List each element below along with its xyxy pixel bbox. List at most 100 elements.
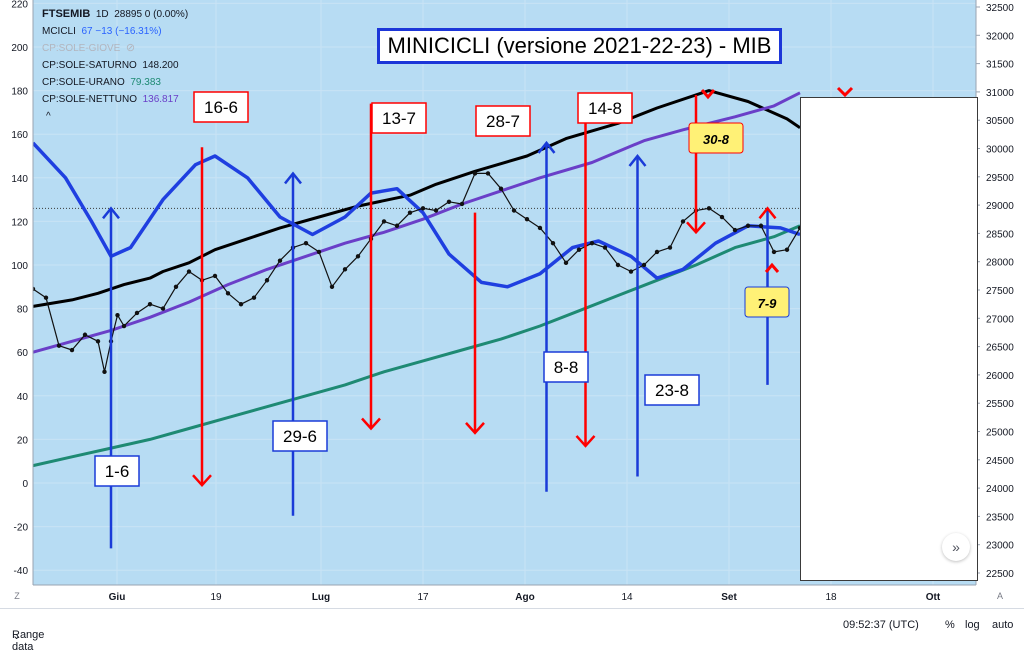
right-tick-label: 23000: [986, 541, 1014, 552]
legend-collapse-button[interactable]: ^: [46, 111, 51, 122]
right-tick-label: 26500: [986, 343, 1014, 354]
left-tick-label: 180: [11, 87, 28, 98]
cycle-low-label: 1-6: [105, 462, 130, 481]
arrow-up-icon: [102, 206, 120, 220]
right-tick-label: 31000: [986, 88, 1014, 99]
right-tick-label: 31500: [986, 60, 1014, 71]
price-point: [95, 339, 101, 344]
legend-row-giove[interactable]: CP:SOLE-GIOVE ⊘: [42, 40, 188, 57]
cycle-low-label: 23-8: [655, 381, 689, 400]
left-tick-label: -40: [14, 566, 29, 577]
price-point: [115, 312, 120, 318]
left-tick-label: 140: [11, 174, 28, 185]
right-tick-label: 29000: [986, 201, 1014, 212]
right-tick-label: 28500: [986, 229, 1014, 240]
legend-symbol-row[interactable]: FTSEMIB 1D 28895 0 (0.00%): [42, 6, 188, 23]
price-point: [602, 245, 608, 250]
eye-off-icon[interactable]: ⊘: [125, 42, 136, 54]
cycle-high-label-box: [193, 91, 249, 123]
right-axis[interactable]: 22500 23000 23500 24000 24500 25000 25500 26000…: [975, 0, 1024, 608]
cycle-low-label-box: [94, 455, 140, 487]
legend-value: 67 −13 (−16.31%): [81, 26, 162, 37]
price-point: [316, 249, 322, 255]
price-point: [732, 227, 738, 233]
clock-readout[interactable]: 09:52:37 (UTC): [843, 619, 919, 631]
price-point: [394, 223, 400, 228]
price-point: [82, 332, 88, 337]
cycle-low-label: 8-8: [554, 358, 579, 377]
price-point: [719, 214, 725, 220]
price-point: [511, 208, 517, 213]
log-toggle[interactable]: log: [965, 619, 980, 631]
right-tick-label: 30500: [986, 116, 1014, 127]
price-point: [641, 262, 647, 268]
right-tick-label: 29500: [986, 173, 1014, 184]
auto-scale-icon[interactable]: A: [997, 591, 1003, 601]
series-line-cp-sole-nettuno: [32, 91, 801, 354]
legend-row-mcicli[interactable]: MCICLI 67 −13 (−16.31%): [42, 23, 188, 40]
right-tick-label: 24500: [986, 456, 1014, 467]
time-axis[interactable]: Giu 19 Lug 17 Ago 14 Set 18 Ott Z A: [14, 584, 1003, 608]
price-point: [459, 201, 465, 207]
price-point: [212, 273, 218, 279]
price-point: [576, 247, 582, 252]
right-tick-label: 24000: [986, 484, 1014, 495]
price-point: [102, 369, 107, 375]
arrow-down-icon: [361, 417, 381, 431]
right-tick-label: 30000: [986, 145, 1014, 156]
price-point: [407, 210, 413, 215]
price-point: [615, 262, 621, 268]
price-point: [563, 260, 569, 266]
right-axis-bg: [976, 0, 1024, 608]
left-tick-label: 60: [17, 348, 29, 359]
zoom-left-icon[interactable]: Z: [14, 591, 20, 601]
cycle-high-label: 28-7: [486, 112, 520, 131]
auto-toggle[interactable]: auto: [992, 619, 1014, 631]
price-point: [121, 323, 127, 329]
legend-row-saturno[interactable]: CP:SOLE-SATURNO 148.200: [42, 57, 188, 74]
arrow-up-icon: [764, 262, 780, 273]
cycle-low-label: 7-9: [758, 296, 778, 311]
cycle-high-label-box: [688, 122, 744, 154]
cycle-low-label-box: [644, 374, 700, 406]
price-point: [355, 254, 361, 259]
time-tick-label: Set: [721, 592, 737, 603]
percent-toggle[interactable]: %: [945, 619, 955, 631]
arrow-up-icon: [284, 171, 302, 185]
legend-ohlc: 28895 0 (0.00%): [114, 9, 189, 20]
price-point: [680, 219, 686, 224]
bottom-toolbar: Range data ⌄ 09:52:37 (UTC) % log auto: [0, 608, 1024, 653]
scroll-to-realtime-button[interactable]: »: [942, 533, 970, 561]
left-axis[interactable]: -40 -20 0 20 40 60 80 100 120 140 160 180 200 220: [0, 0, 34, 608]
left-tick-label: 20: [17, 435, 29, 446]
legend-row-urano[interactable]: CP:SOLE-URANO 79.383: [42, 74, 188, 91]
arrow-up-icon: [758, 206, 777, 220]
legend-row-nettuno[interactable]: CP:SOLE-NETTUNO 136.817: [42, 91, 188, 108]
left-tick-label: 80: [17, 305, 29, 316]
time-tick-label: 18: [825, 592, 837, 603]
arrow-up-icon: [537, 140, 556, 154]
price-point: [446, 199, 452, 204]
left-tick-label: 120: [11, 217, 28, 228]
price-point: [524, 217, 530, 222]
double-chevron-right-icon: »: [952, 539, 960, 555]
cycle-markers: 1-6 29-6 8-8 23-8 7-9 16-6 13-7 28-7 14-8 30-8: [94, 86, 854, 549]
price-point: [186, 269, 192, 274]
price-point: [134, 310, 140, 316]
price-point: [654, 249, 660, 255]
price-point: [706, 206, 712, 211]
right-tick-label: 32000: [986, 31, 1014, 42]
legend-symbol: FTSEMIB: [42, 8, 91, 20]
arrow-down-icon: [465, 422, 485, 435]
price-point: [667, 245, 673, 250]
legend-name: CP:SOLE-NETTUNO: [42, 94, 138, 105]
price-point: [303, 241, 309, 246]
arrow-down-icon: [686, 221, 706, 235]
price-point: [784, 247, 790, 252]
price-point: [277, 258, 283, 263]
series-line-ftsemib: [32, 172, 801, 373]
time-tick-label: Giu: [109, 592, 126, 603]
legend-name: CP:SOLE-GIOVE: [42, 43, 121, 54]
price-point: [420, 206, 426, 211]
price-point: [758, 223, 764, 228]
